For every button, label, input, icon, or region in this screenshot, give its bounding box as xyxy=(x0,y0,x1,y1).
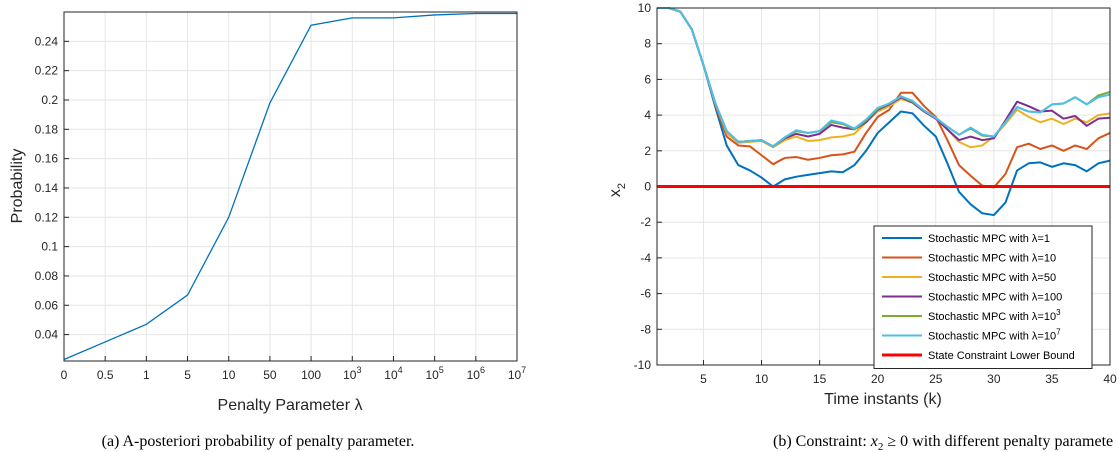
chart-b-x-axis-label: Time instants (k) xyxy=(824,391,942,408)
chart-b-caption-prefix: (b) Constraint: xyxy=(773,433,871,450)
chart-b-legend: Stochastic MPC with λ=1 Stochastic MPC wi… xyxy=(874,226,1092,369)
chart-b-y-tick-label: 10 xyxy=(638,1,652,15)
chart-a-y-tick-label: 0.2 xyxy=(41,93,58,107)
chart-b-y-tick-label: 4 xyxy=(644,108,651,122)
chart-a-y-tick-label: 0.08 xyxy=(35,269,59,283)
chart-b-y-axis-label-base: x xyxy=(607,189,624,197)
chart-b-y-tick-label: -10 xyxy=(634,358,652,372)
chart-a-y-tick-label: 0.24 xyxy=(35,34,59,48)
chart-a-x-tick-label: 1 xyxy=(143,368,150,382)
chart-b-y-tick-label: -2 xyxy=(640,215,651,229)
chart-b-caption-rel: ≥ 0 with different penalty paramete xyxy=(883,433,1113,450)
chart-b-legend-label: Stochastic MPC with λ=100 xyxy=(928,292,1062,304)
chart-b-legend-label: Stochastic MPC with λ=107 xyxy=(928,328,1061,343)
chart-a-y-tick-label: 0.16 xyxy=(35,152,59,166)
chart-a-x-tick-label: 0 xyxy=(61,368,68,382)
chart-b-x-tick-label: 35 xyxy=(1045,372,1059,386)
chart-b-x-tick-label: 5 xyxy=(700,372,707,386)
chart-b-caption: (b) Constraint: x2 ≥ 0 with different pe… xyxy=(773,433,1113,452)
chart-a-y-tick-label: 0.22 xyxy=(35,64,59,78)
chart-a-caption: (a) A-posteriori probability of penalty … xyxy=(102,433,415,450)
chart-b-x-tick-label: 20 xyxy=(871,372,885,386)
chart-a-y-tick-label: 0.04 xyxy=(35,328,59,342)
chart-a-y-tick-label: 0.06 xyxy=(35,298,59,312)
chart-a-y-axis-label: Probability xyxy=(9,149,26,224)
chart-b-y-tick-label: -8 xyxy=(640,322,651,336)
chart-b-x-tick-label: 40 xyxy=(1103,372,1117,386)
chart-a-x-tick-label: 10 xyxy=(222,368,236,382)
chart-a-x-tick-label: 50 xyxy=(263,368,277,382)
chart-b-y-tick-label: -6 xyxy=(640,287,651,301)
chart-b-x-tick-label: 25 xyxy=(929,372,943,386)
chart-a-y-tick-label: 0.1 xyxy=(41,240,58,254)
chart-a-x-axis-label: Penalty Parameter λ xyxy=(218,397,363,414)
chart-b-y-tick-label: 0 xyxy=(644,180,651,194)
chart-b-y-axis-label-subscript: 2 xyxy=(616,183,628,189)
chart-b-x-tick-label: 30 xyxy=(987,372,1001,386)
chart-b-legend-label: Stochastic MPC with λ=50 xyxy=(928,272,1056,284)
chart-a-x-tick-label: 5 xyxy=(184,368,191,382)
chart-b-y-tick-label: 6 xyxy=(644,72,651,86)
chart-b-legend-label: Stochastic MPC with λ=10 xyxy=(928,253,1056,265)
chart-b-caption-math: x xyxy=(870,433,878,450)
chart-b-y-tick-label: -4 xyxy=(640,251,651,265)
chart-a-y-tick-label: 0.14 xyxy=(35,181,59,195)
chart-a-y-tick-label: 0.12 xyxy=(35,210,59,224)
chart-b-y-tick-label: 2 xyxy=(644,144,651,158)
chart-b-legend-label: Stochastic MPC with λ=1 xyxy=(928,233,1050,245)
chart-b-legend-label: State Constraint Lower Bound xyxy=(928,350,1075,362)
chart-b-x-tick-label: 10 xyxy=(755,372,769,386)
chart-a-x-tick-label: 0.5 xyxy=(97,368,114,382)
chart-b-legend-label: Stochastic MPC with λ=103 xyxy=(928,308,1061,323)
chart-a-x-tick-label: 100 xyxy=(301,368,321,382)
chart-a-y-tick-label: 0.18 xyxy=(35,122,59,136)
chart-b-x-tick-label: 15 xyxy=(813,372,827,386)
chart-b-y-tick-label: 8 xyxy=(644,37,651,51)
